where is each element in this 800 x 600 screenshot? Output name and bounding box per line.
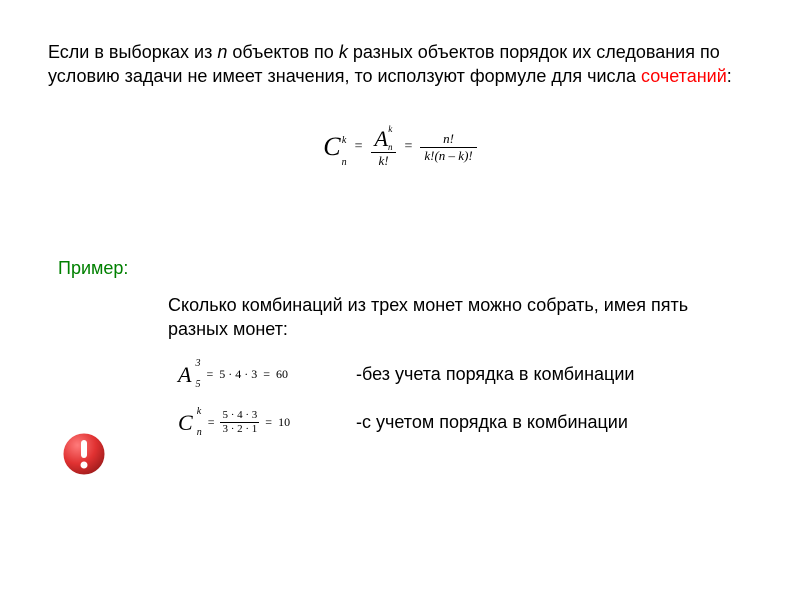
row1-result: 60 <box>276 367 288 382</box>
row2-sup: k <box>197 407 202 417</box>
intro-n: n <box>217 42 227 62</box>
example-label: Пример: <box>58 258 752 279</box>
frac-1: Akn k! <box>371 127 397 168</box>
a-sub: n <box>388 143 393 152</box>
row1-supsub: 35 <box>195 365 200 385</box>
row2-sub: n <box>197 428 202 438</box>
slide: Если в выборках из n объектов по k разны… <box>0 0 800 600</box>
row2-supsub: kn <box>197 413 202 433</box>
row2-eq2: = <box>263 415 274 430</box>
row1-note: -без учета порядка в комбинации <box>356 364 634 385</box>
row2-frac-num: 5 · 4 · 3 <box>220 410 259 421</box>
c-sub: n <box>342 158 347 168</box>
c-supsub: kn <box>342 142 347 162</box>
main-formula: Ckn = Akn k! = n! k!(n – k)! <box>323 127 476 168</box>
symbol-C: Ckn <box>323 132 346 162</box>
row2-frac: 5 · 4 · 3 3 · 2 · 1 <box>220 410 259 435</box>
frac2-den: k!(n – k)! <box>420 149 476 163</box>
row2-eq1: = <box>206 415 217 430</box>
row1-sub: 5 <box>195 380 200 390</box>
row-2: Ckn = 5 · 4 · 3 3 · 2 · 1 = 10 -с учетом… <box>178 410 752 436</box>
intro-text-2: объектов по <box>227 42 338 62</box>
row1-formula: A35 = 5 · 4 · 3 = 60 <box>178 362 328 388</box>
row2-result: 10 <box>278 415 290 430</box>
c-letter: C <box>323 132 340 161</box>
row1-eq2: = <box>261 367 272 382</box>
frac-2: n! k!(n – k)! <box>420 132 476 164</box>
equals-1: = <box>353 139 365 155</box>
intro-text-1: Если в выборках из <box>48 42 217 62</box>
frac2-num: n! <box>439 132 458 146</box>
main-formula-block: Ckn = Akn k! = n! k!(n – k)! <box>48 127 752 168</box>
intro-tail: : <box>727 66 732 86</box>
frac1-num: Akn <box>371 127 397 151</box>
a-letter: A <box>375 127 388 151</box>
row2-note: -с учетом порядка в комбинации <box>356 412 628 433</box>
example-question: Сколько комбинаций из трех монет можно с… <box>168 293 752 342</box>
c-sup: k <box>342 136 347 146</box>
a-supsub: kn <box>388 130 393 148</box>
row1-a-letter: A <box>178 362 191 388</box>
a-sup: k <box>388 125 393 134</box>
intro-paragraph: Если в выборках из n объектов по k разны… <box>48 40 752 89</box>
intro-k: k <box>339 42 348 62</box>
row1-eq1: = <box>204 367 215 382</box>
row2-formula: Ckn = 5 · 4 · 3 3 · 2 · 1 = 10 <box>178 410 328 436</box>
frac1-den: k! <box>374 154 392 168</box>
row1-expr: 5 · 4 · 3 <box>219 367 257 382</box>
example-rows: A35 = 5 · 4 · 3 = 60 -без учета порядка … <box>178 362 752 436</box>
equals-2: = <box>402 139 414 155</box>
row-1: A35 = 5 · 4 · 3 = 60 -без учета порядка … <box>178 362 752 388</box>
row1-sup: 3 <box>195 359 200 369</box>
row2-frac-den: 3 · 2 · 1 <box>220 424 259 435</box>
intro-highlight: сочетаний <box>641 66 727 86</box>
alert-icon <box>60 430 108 478</box>
row2-c-letter: C <box>178 410 193 436</box>
